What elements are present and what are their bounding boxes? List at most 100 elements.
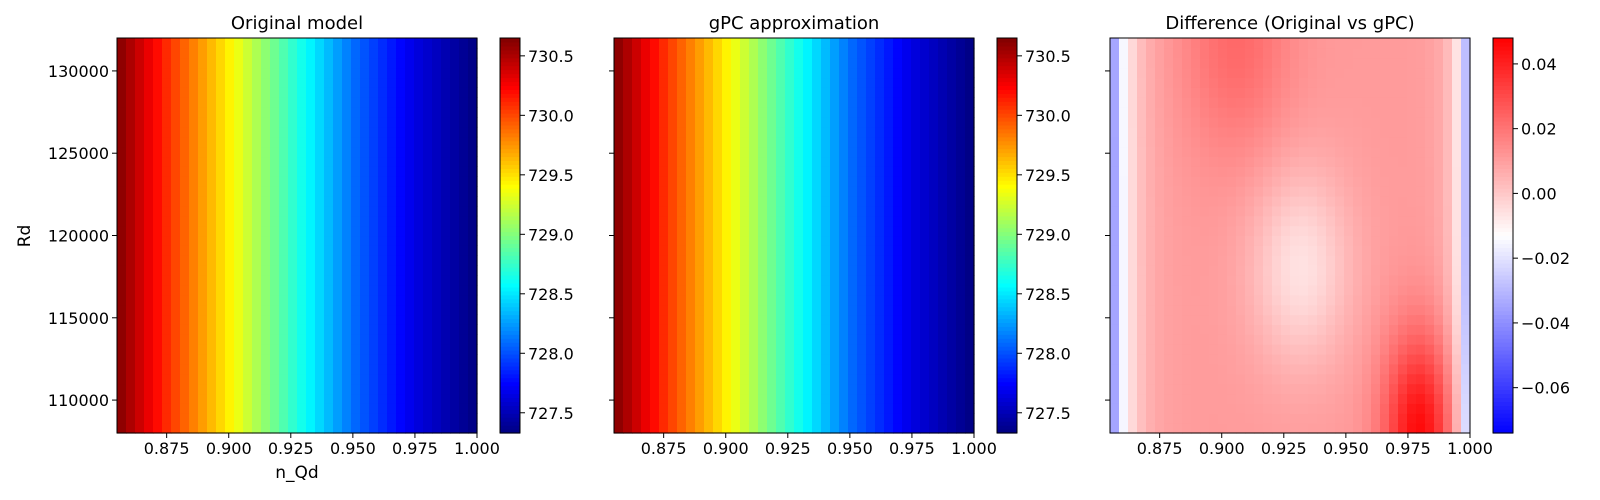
heatmap-cell bbox=[641, 47, 651, 59]
heatmap-cell bbox=[216, 166, 226, 177]
heatmap-cell bbox=[234, 245, 244, 256]
heatmap-cell bbox=[1335, 245, 1345, 256]
heatmap-cell bbox=[1254, 87, 1264, 98]
heatmap-cell bbox=[803, 423, 813, 434]
heatmap-cell bbox=[893, 126, 903, 138]
heatmap-cell bbox=[1335, 215, 1345, 227]
heatmap-cell bbox=[821, 166, 831, 177]
heatmap-cell bbox=[405, 57, 415, 69]
heatmap-cell bbox=[857, 255, 867, 266]
heatmap-cell bbox=[1164, 38, 1174, 49]
heatmap-cell bbox=[1182, 235, 1192, 246]
heatmap-cell bbox=[650, 166, 660, 177]
heatmap-cell bbox=[1416, 87, 1426, 98]
heatmap-cell bbox=[369, 166, 379, 177]
heatmap-cell bbox=[1335, 255, 1345, 266]
heatmap-cell bbox=[396, 205, 406, 217]
heatmap-cell bbox=[1389, 107, 1399, 118]
heatmap-cell bbox=[857, 373, 867, 385]
heatmap-cell bbox=[884, 265, 894, 276]
heatmap-cell bbox=[1299, 47, 1309, 59]
heatmap-cell bbox=[1416, 126, 1426, 138]
colorbar-segment bbox=[500, 61, 520, 67]
heatmap-cell bbox=[261, 47, 271, 59]
heatmap-cell bbox=[324, 373, 334, 385]
heatmap-cell bbox=[1191, 166, 1201, 177]
heatmap-cell bbox=[207, 275, 217, 286]
heatmap-cell bbox=[920, 235, 930, 246]
heatmap-cell bbox=[659, 196, 669, 207]
heatmap-cell bbox=[189, 423, 199, 434]
heatmap-cell bbox=[1164, 294, 1174, 306]
heatmap-cell bbox=[1146, 225, 1156, 237]
heatmap-cell bbox=[794, 196, 804, 207]
heatmap-cell bbox=[288, 136, 298, 148]
heatmap-cell bbox=[740, 97, 750, 108]
heatmap-cell bbox=[650, 334, 660, 345]
heatmap-cell bbox=[1281, 67, 1291, 79]
heatmap-cell bbox=[677, 117, 687, 128]
heatmap-cell bbox=[1191, 77, 1201, 88]
heatmap-cell bbox=[360, 107, 370, 118]
heatmap-cell bbox=[650, 393, 660, 404]
heatmap-cell bbox=[938, 423, 948, 434]
heatmap-cell bbox=[1119, 265, 1129, 276]
heatmap-cell bbox=[1236, 186, 1246, 197]
heatmap-cell bbox=[432, 344, 442, 355]
colorbar-segment bbox=[997, 346, 1017, 351]
heatmap-cell bbox=[126, 186, 136, 197]
heatmap-cell bbox=[740, 57, 750, 69]
heatmap-cell bbox=[920, 354, 930, 365]
heatmap-cell bbox=[1371, 87, 1381, 98]
heatmap-cell bbox=[776, 324, 786, 335]
heatmap-cell bbox=[1119, 393, 1129, 404]
heatmap-cell bbox=[1245, 47, 1255, 59]
heatmap-cell bbox=[1308, 373, 1318, 385]
heatmap-cell bbox=[405, 117, 415, 128]
heatmap-cell bbox=[1254, 38, 1264, 49]
heatmap-cell bbox=[360, 363, 370, 375]
heatmap-cell bbox=[803, 225, 813, 237]
heatmap-cell bbox=[929, 423, 939, 434]
heatmap-cell bbox=[1344, 423, 1354, 434]
colorbar-segment bbox=[500, 377, 520, 383]
heatmap-cell bbox=[758, 186, 768, 197]
heatmap-cell bbox=[207, 344, 217, 355]
heatmap-cell bbox=[378, 344, 388, 355]
heatmap-cell bbox=[1335, 304, 1345, 316]
heatmap-cell bbox=[135, 324, 145, 335]
heatmap-cell bbox=[767, 373, 777, 385]
heatmap-cell bbox=[414, 245, 424, 256]
heatmap-cell bbox=[1263, 413, 1273, 424]
heatmap-cell bbox=[1155, 97, 1165, 108]
heatmap-cell bbox=[947, 275, 957, 286]
heatmap-cell bbox=[767, 284, 777, 296]
heatmap-cell bbox=[1200, 324, 1210, 335]
heatmap-cell bbox=[459, 117, 469, 128]
heatmap-cell bbox=[261, 97, 271, 108]
heatmap-cell bbox=[171, 314, 181, 325]
heatmap-cell bbox=[1191, 383, 1201, 395]
heatmap-cell bbox=[1155, 413, 1165, 424]
heatmap-cell bbox=[297, 136, 307, 148]
heatmap-cell bbox=[1200, 265, 1210, 276]
heatmap-cell bbox=[1128, 186, 1138, 197]
heatmap-cell bbox=[857, 403, 867, 414]
heatmap-cell bbox=[1209, 344, 1219, 355]
heatmap-cell bbox=[162, 146, 172, 158]
heatmap-cell bbox=[893, 275, 903, 286]
heatmap-cell bbox=[1200, 334, 1210, 345]
heatmap-cell bbox=[1353, 215, 1363, 227]
heatmap-cell bbox=[459, 284, 469, 296]
heatmap-cell bbox=[938, 393, 948, 404]
heatmap-cell bbox=[902, 304, 912, 316]
heatmap-cell bbox=[1146, 324, 1156, 335]
heatmap-cell bbox=[677, 166, 687, 177]
heatmap-cell bbox=[279, 354, 289, 365]
heatmap-cell bbox=[812, 225, 822, 237]
heatmap-cell bbox=[1128, 354, 1138, 365]
heatmap-cell bbox=[153, 245, 163, 256]
heatmap-cell bbox=[162, 294, 172, 306]
heatmap-cell bbox=[1164, 87, 1174, 98]
